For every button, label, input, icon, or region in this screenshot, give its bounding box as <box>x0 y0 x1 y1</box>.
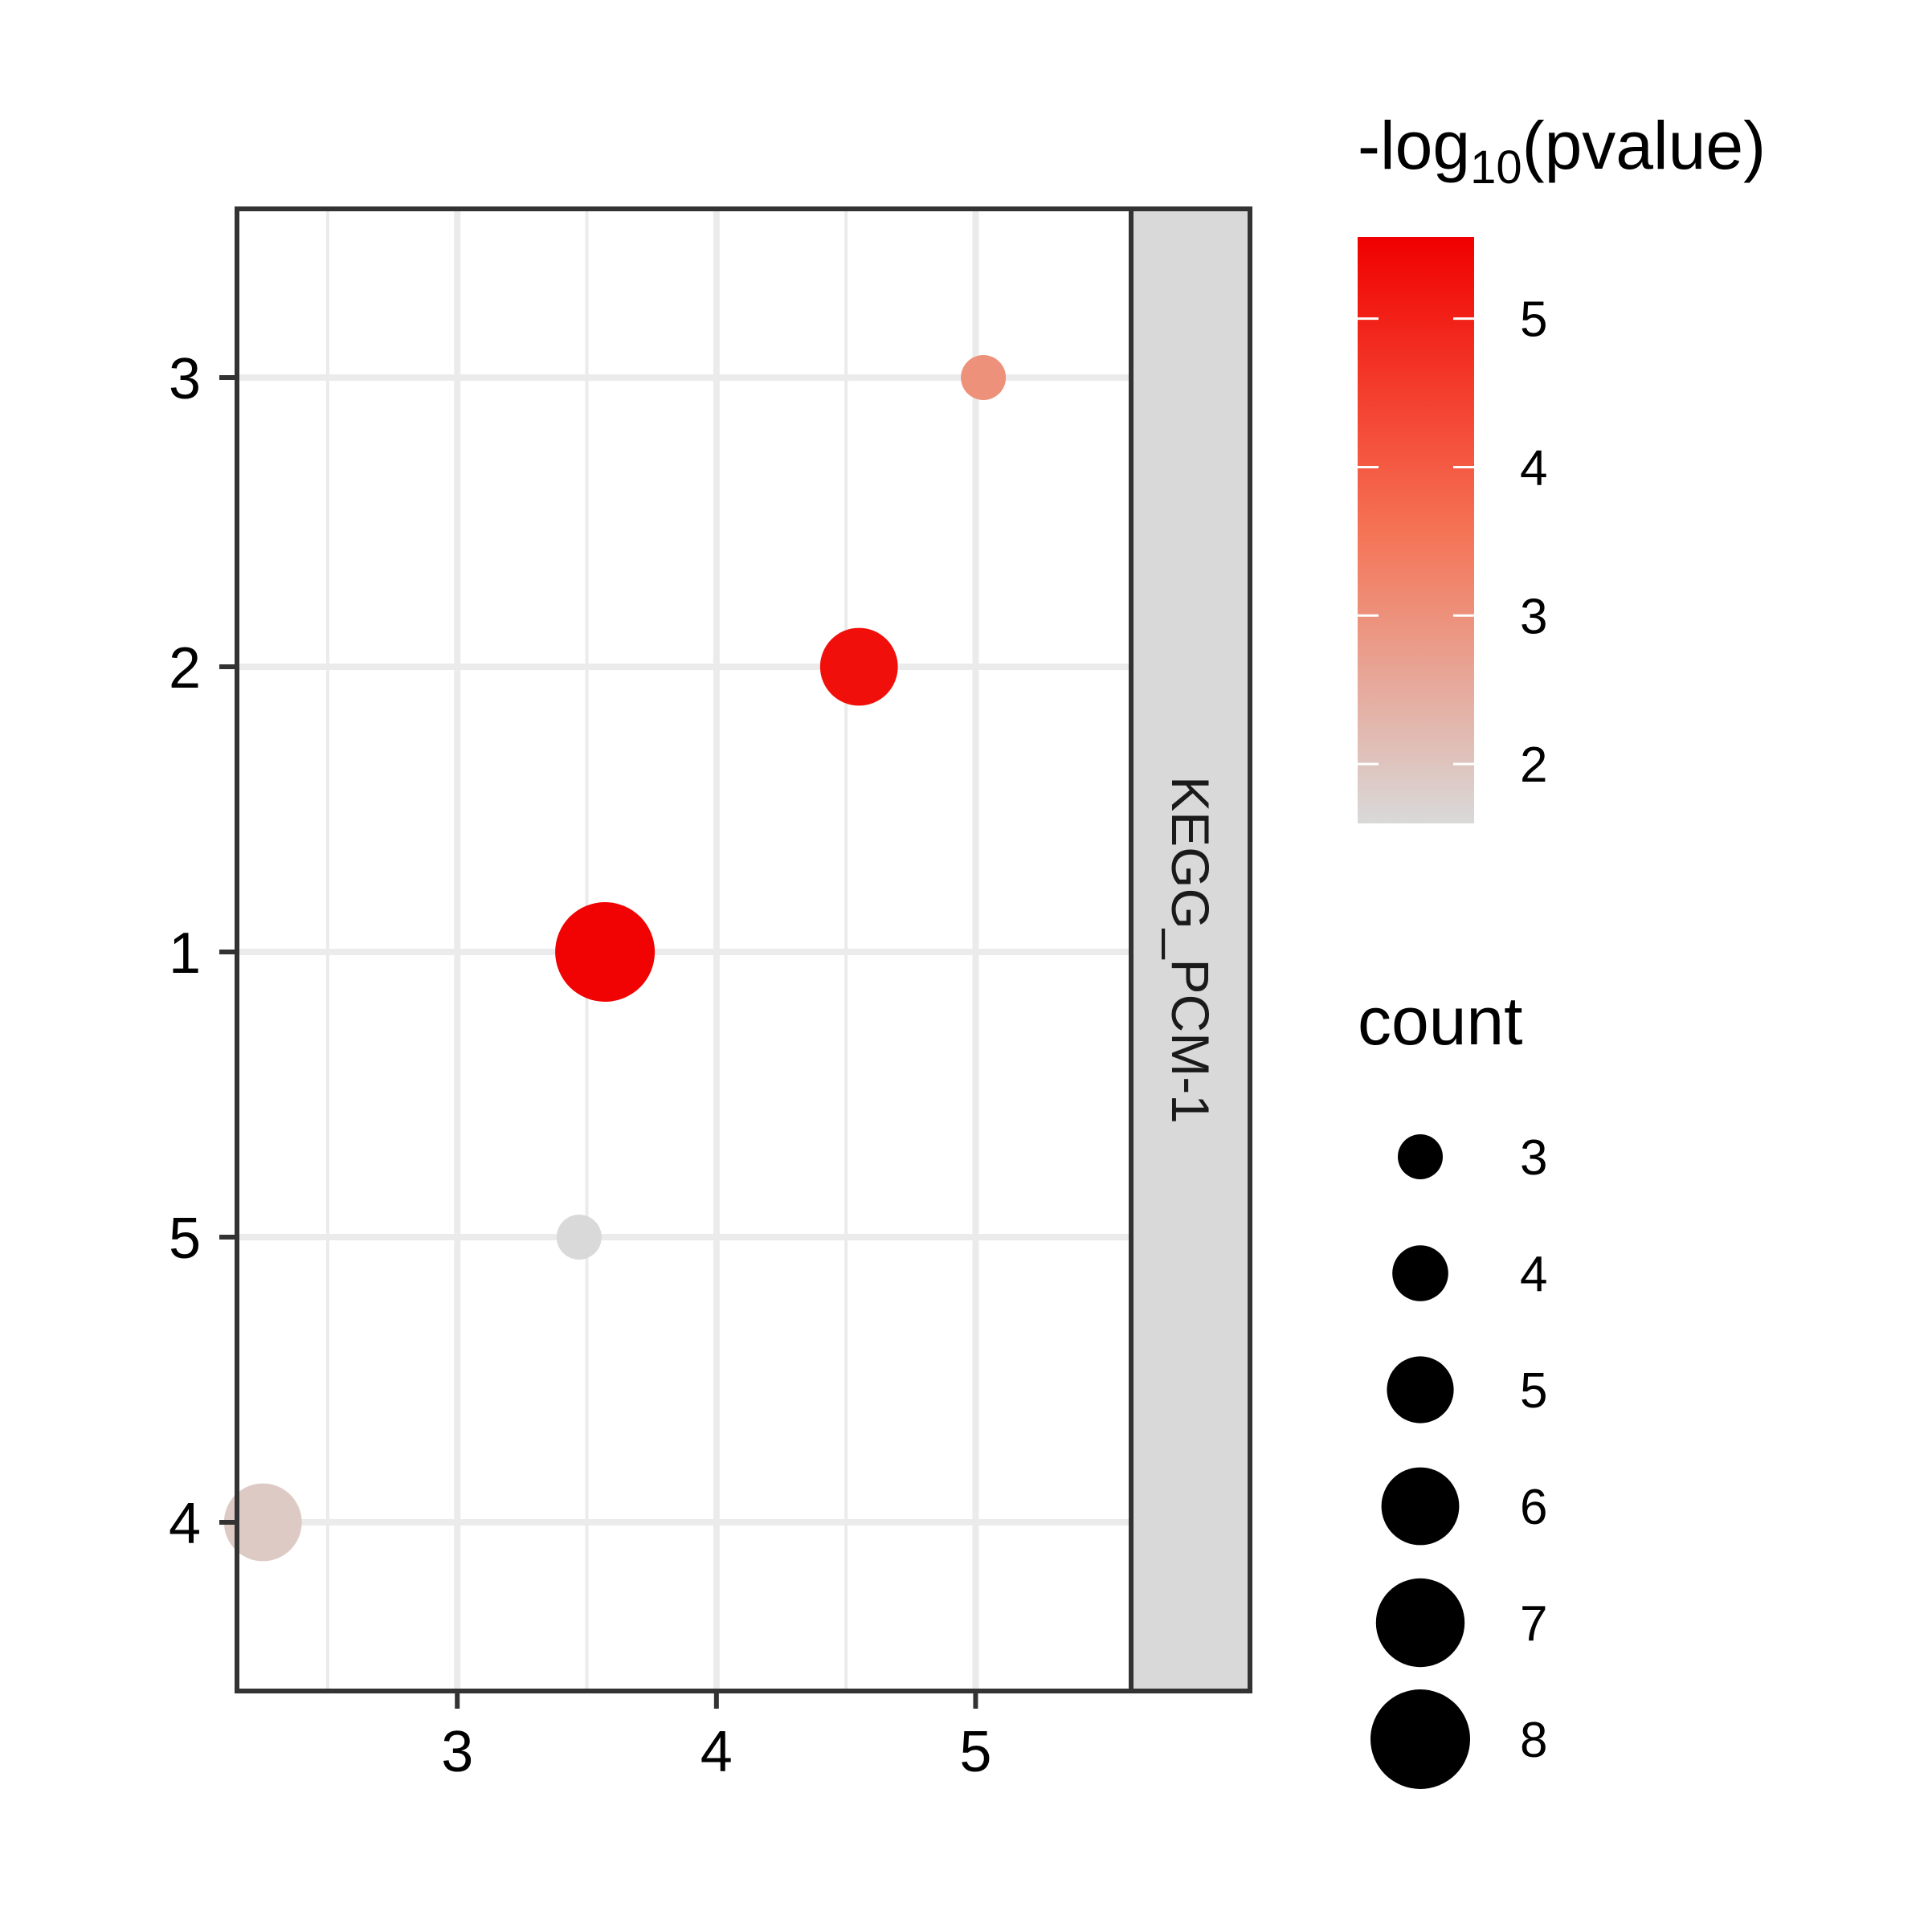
color-legend: -log10(pvalue) 5 4 3 2 <box>1358 108 1766 823</box>
size-legend-label: 8 <box>1520 1713 1547 1768</box>
colorbar-label: 5 <box>1520 292 1547 348</box>
size-legend-label: 4 <box>1520 1247 1547 1302</box>
size-legend-key <box>1398 1134 1443 1179</box>
y-tick-label: 3 <box>169 347 201 411</box>
color-legend-title-prefix: -log <box>1358 108 1470 183</box>
colorbar <box>1358 237 1474 823</box>
size-legend-key <box>1387 1356 1454 1423</box>
x-tick-label: 5 <box>959 1720 991 1784</box>
colorbar-ticks: 5 4 3 2 <box>1358 292 1547 793</box>
data-point <box>223 1483 302 1562</box>
facet-strip-box <box>1129 206 1252 1693</box>
size-legend-label: 6 <box>1520 1480 1547 1535</box>
size-legend-key <box>1370 1689 1470 1789</box>
size-legend-key <box>1392 1245 1448 1301</box>
colorbar-label: 3 <box>1520 589 1547 644</box>
y-tick-label: 4 <box>169 1492 201 1556</box>
y-tick-label: 2 <box>169 636 201 701</box>
size-legend-keys: 3 4 5 6 7 8 <box>1370 1130 1547 1789</box>
color-legend-title: -log10(pvalue) <box>1358 108 1766 194</box>
color-legend-title-suffix: (pvalue) <box>1522 108 1766 183</box>
colorbar-label: 4 <box>1520 440 1547 496</box>
y-tick-label: 5 <box>169 1207 201 1271</box>
color-legend-title-subscript: 10 <box>1470 141 1522 194</box>
size-legend-label: 5 <box>1520 1363 1547 1419</box>
data-points <box>223 355 1007 1562</box>
data-point <box>556 1215 602 1260</box>
plot-panel <box>237 209 1131 1691</box>
x-tick-label: 3 <box>441 1720 473 1784</box>
colorbar-label: 2 <box>1520 737 1547 793</box>
data-point <box>555 902 656 1002</box>
data-point <box>819 627 898 706</box>
size-legend-label: 7 <box>1520 1596 1547 1652</box>
x-tick-label: 4 <box>701 1720 733 1784</box>
size-legend-title: count <box>1358 983 1523 1059</box>
data-point <box>961 355 1007 400</box>
size-legend-label: 3 <box>1520 1130 1547 1186</box>
size-legend-key <box>1381 1467 1460 1546</box>
facet-strip-label: KEGG_PCM-1 <box>1161 776 1220 1124</box>
size-legend-key <box>1375 1578 1465 1668</box>
facet-strip: KEGG_PCM-1 <box>1129 206 1252 1693</box>
y-tick-label: 1 <box>169 921 201 986</box>
size-legend: count 3 4 5 6 7 8 <box>1358 983 1547 1789</box>
